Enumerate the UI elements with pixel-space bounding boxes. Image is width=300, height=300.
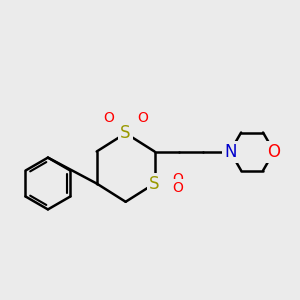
Text: N: N <box>224 142 236 160</box>
Text: O: O <box>172 172 183 186</box>
Text: O: O <box>137 111 148 125</box>
Text: O: O <box>268 142 281 160</box>
Text: O: O <box>172 181 183 195</box>
Text: S: S <box>149 175 160 193</box>
Text: S: S <box>120 124 131 142</box>
Text: O: O <box>103 111 114 125</box>
